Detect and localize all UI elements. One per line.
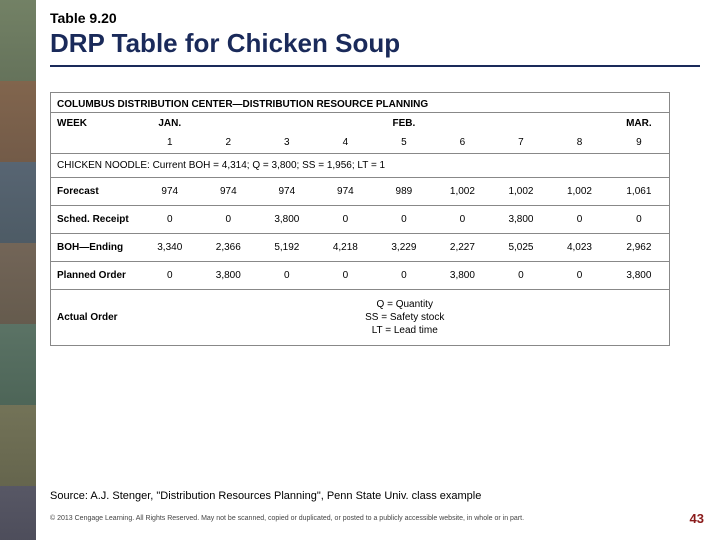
data-cell: 4,023 <box>550 234 609 262</box>
row-label: Forecast <box>51 178 141 206</box>
legend-lt: LT = Lead time <box>372 325 438 336</box>
data-cell: 0 <box>609 206 670 234</box>
month-cell <box>550 113 609 134</box>
week-cell: 5 <box>375 133 434 154</box>
month-cell <box>199 113 258 134</box>
table-row: Forecast 974 974 974 974 989 1,002 1,002… <box>51 178 670 206</box>
table-row: BOH—Ending 3,340 2,366 5,192 4,218 3,229… <box>51 234 670 262</box>
data-cell: 0 <box>433 206 492 234</box>
data-cell: 1,002 <box>433 178 492 206</box>
month-cell <box>316 113 375 134</box>
copyright-text: © 2013 Cengage Learning. All Rights Rese… <box>50 515 524 522</box>
data-cell: 2,227 <box>433 234 492 262</box>
row-label: Sched. Receipt <box>51 206 141 234</box>
data-cell: 5,192 <box>258 234 317 262</box>
data-cell: 0 <box>141 206 200 234</box>
week-cell: 8 <box>550 133 609 154</box>
row-label: BOH—Ending <box>51 234 141 262</box>
table-number: Table 9.20 <box>50 10 700 26</box>
slide-title: DRP Table for Chicken Soup <box>50 28 700 67</box>
data-cell: 3,800 <box>492 206 551 234</box>
actual-order-row: Actual Order Q = Quantity SS = Safety st… <box>51 290 670 346</box>
row-label: Actual Order <box>51 290 141 346</box>
data-cell: 0 <box>375 206 434 234</box>
week-label: WEEK <box>51 113 141 134</box>
table-row: Planned Order 0 3,800 0 0 0 3,800 0 0 3,… <box>51 262 670 290</box>
table-row: Sched. Receipt 0 0 3,800 0 0 0 3,800 0 0 <box>51 206 670 234</box>
legend-q: Q = Quantity <box>377 299 433 310</box>
data-cell: 2,962 <box>609 234 670 262</box>
data-cell: 0 <box>316 262 375 290</box>
data-cell: 1,002 <box>492 178 551 206</box>
data-cell: 0 <box>258 262 317 290</box>
month-cell: JAN. <box>141 113 200 134</box>
drp-table: COLUMBUS DISTRIBUTION CENTER—DISTRIBUTIO… <box>50 92 670 346</box>
decorative-left-stripe <box>0 0 36 540</box>
data-cell: 3,229 <box>375 234 434 262</box>
week-cell: 6 <box>433 133 492 154</box>
month-cell: FEB. <box>375 113 434 134</box>
slide-content: Table 9.20 DRP Table for Chicken Soup CO… <box>50 10 700 346</box>
legend-ss: SS = Safety stock <box>365 312 444 323</box>
month-cell <box>433 113 492 134</box>
data-cell: 1,002 <box>550 178 609 206</box>
week-cell: 3 <box>258 133 317 154</box>
data-cell: 0 <box>550 206 609 234</box>
data-cell: 0 <box>199 206 258 234</box>
source-citation: Source: A.J. Stenger, "Distribution Reso… <box>50 490 481 502</box>
data-cell: 3,800 <box>199 262 258 290</box>
data-cell: 974 <box>258 178 317 206</box>
row-label: Planned Order <box>51 262 141 290</box>
data-cell: 1,061 <box>609 178 670 206</box>
data-cell: 0 <box>316 206 375 234</box>
data-cell: 3,800 <box>258 206 317 234</box>
data-cell: 0 <box>550 262 609 290</box>
week-cell: 2 <box>199 133 258 154</box>
legend-cell: Q = Quantity SS = Safety stock LT = Lead… <box>141 290 670 346</box>
week-cell: 9 <box>609 133 670 154</box>
data-cell: 989 <box>375 178 434 206</box>
week-cell: 4 <box>316 133 375 154</box>
data-cell: 3,800 <box>433 262 492 290</box>
month-cell <box>258 113 317 134</box>
data-cell: 3,800 <box>609 262 670 290</box>
parameters-row: CHICKEN NOODLE: Current BOH = 4,314; Q =… <box>51 154 670 178</box>
data-cell: 4,218 <box>316 234 375 262</box>
data-cell: 0 <box>141 262 200 290</box>
data-cell: 0 <box>492 262 551 290</box>
data-cell: 5,025 <box>492 234 551 262</box>
data-cell: 3,340 <box>141 234 200 262</box>
table-header: COLUMBUS DISTRIBUTION CENTER—DISTRIBUTIO… <box>51 93 670 113</box>
week-number-row: 1 2 3 4 5 6 7 8 9 <box>51 133 670 154</box>
month-cell: MAR. <box>609 113 670 134</box>
month-row: WEEK JAN. FEB. MAR. <box>51 113 670 134</box>
parameters-text: CHICKEN NOODLE: Current BOH = 4,314; Q =… <box>51 154 670 178</box>
week-cell: 1 <box>141 133 200 154</box>
table-header-row: COLUMBUS DISTRIBUTION CENTER—DISTRIBUTIO… <box>51 93 670 113</box>
data-cell: 0 <box>375 262 434 290</box>
data-cell: 2,366 <box>199 234 258 262</box>
data-cell: 974 <box>199 178 258 206</box>
page-number: 43 <box>690 511 704 526</box>
week-cell: 7 <box>492 133 551 154</box>
data-cell: 974 <box>141 178 200 206</box>
data-cell: 974 <box>316 178 375 206</box>
month-cell <box>492 113 551 134</box>
